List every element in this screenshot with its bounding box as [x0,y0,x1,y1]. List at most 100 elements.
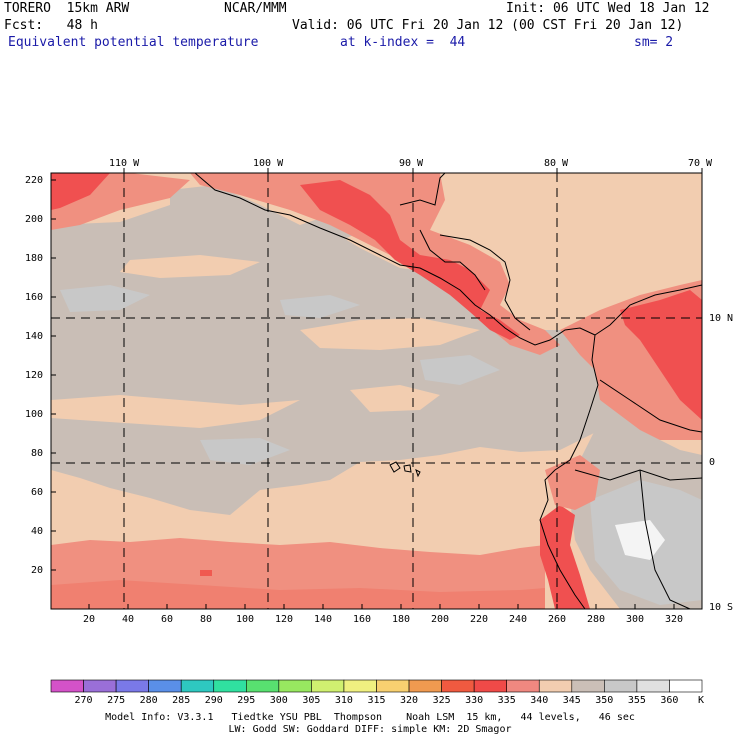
model-name: TORERO 15km ARW [4,1,130,16]
colorbar-label: 295 [237,695,256,706]
y-tick: 200 [25,214,44,225]
colorbar-unit: K [698,695,705,706]
coastline-pacific-sa [539,334,599,610]
tick-marks [51,168,703,609]
colorbar-label: 360 [660,695,679,706]
forecast-hour: Fcst: 48 h [4,18,98,33]
colorbar-label: 340 [530,695,549,706]
colorbar-label: 300 [269,695,288,706]
init-time: Init: 06 UTC Wed 18 Jan 12 [506,1,710,16]
x-tick: 320 [665,614,684,625]
lon-label-80w: 80 W [544,158,569,169]
x-tick: 260 [548,614,567,625]
coastline-yucatan [399,172,446,206]
red-peru-coast [540,505,590,609]
colorbar-swatch [408,679,442,693]
x-tick: 280 [587,614,606,625]
colorbar-swatch [115,679,149,693]
map-frame [50,172,703,610]
x-tick: 80 [200,614,213,625]
colorbar-label: 350 [595,695,614,706]
colorbar-swatch [376,679,410,693]
x-tick: 300 [626,614,645,625]
lightgray-patch [280,295,360,318]
colorbar-swatch [506,679,540,693]
border-andes [599,379,703,433]
colorbar-swatch [636,679,670,693]
border-central [419,229,486,291]
center-name: NCAR/MMM [224,1,287,16]
colorbar-label: 310 [334,695,353,706]
colorbar-label: 285 [172,695,191,706]
coastline-mexico [194,172,596,346]
colorbar-swatch [246,679,280,693]
gray-north-band [170,185,360,250]
model-info: Model Info: V3.3.1 Tiedtke YSU PBL Thomp… [105,712,635,723]
field-name: Equivalent potential temperature [8,35,259,50]
x-tick: 40 [122,614,135,625]
colorbar [50,679,703,693]
coastline-south-america [594,284,703,336]
red-mexico [300,180,520,340]
lon-label-70w: 70 W [688,158,713,169]
colorbar-swatch [343,679,377,693]
lat-label-10s: 10 S [709,602,734,613]
red-northwest [51,173,110,210]
x-tick: 120 [275,614,294,625]
lat-lon-grid [51,173,702,609]
smoothing-info: sm= 2 [634,35,674,50]
red-colombia [620,290,702,420]
colorbar-label: 355 [627,695,646,706]
lon-label-90w: 90 W [399,158,424,169]
lon-label-100w: 100 W [253,158,284,169]
x-tick: 160 [353,614,372,625]
colorbar-label: 345 [562,695,581,706]
physics-info: LW: Godd SW: Goddard DIFF: simple KM: 2D… [228,724,512,735]
colorbar-swatch [148,679,182,693]
colorbar-label: 305 [302,695,321,706]
colorbar-label: 275 [107,695,126,706]
tan-streak [300,318,480,350]
coastlines [194,172,703,610]
lightgray-patch [60,285,150,312]
colorbar-swatch [538,679,573,693]
colorbar-swatch [83,679,117,693]
colorbar-swatch [50,679,84,693]
colorbar-swatch [604,679,638,693]
colorbar-swatch [180,679,215,693]
gray-ocean-band [51,205,600,515]
y-tick: 180 [25,253,44,264]
x-tick: 220 [470,614,489,625]
tan-streak [350,385,440,412]
white-amazon [615,520,665,560]
y-tick: 100 [25,409,44,420]
colorbar-swatch [278,679,312,693]
colorbar-swatch [441,679,475,693]
y-tick: 140 [25,331,44,342]
y-tick: 60 [31,487,44,498]
colorbar-label: 290 [204,695,223,706]
red-spot [200,570,212,576]
x-tick: 240 [509,614,528,625]
lightgray-patch [420,355,500,385]
lon-label-110w: 110 W [109,158,140,169]
colorbar-swatch [571,679,605,693]
colorbar-swatch [473,679,507,693]
colorbar-label: 270 [74,695,93,706]
x-tick: 180 [392,614,411,625]
tan-streak [470,225,560,258]
y-tick: 120 [25,370,44,381]
y-tick: 160 [25,292,44,303]
lat-label-0: 0 [709,457,716,468]
level-info: at k-index = 44 [340,35,466,50]
y-tick: 20 [31,565,44,576]
border-brazil [639,469,691,610]
colorbar-label: 280 [139,695,158,706]
x-tick: 200 [431,614,450,625]
tan-streak [120,255,260,278]
galapagos [389,461,421,478]
x-tick: 60 [161,614,174,625]
colorbar-label: 320 [399,695,419,706]
colorbar-swatch [669,679,703,693]
coastline-caribbean [439,234,531,331]
